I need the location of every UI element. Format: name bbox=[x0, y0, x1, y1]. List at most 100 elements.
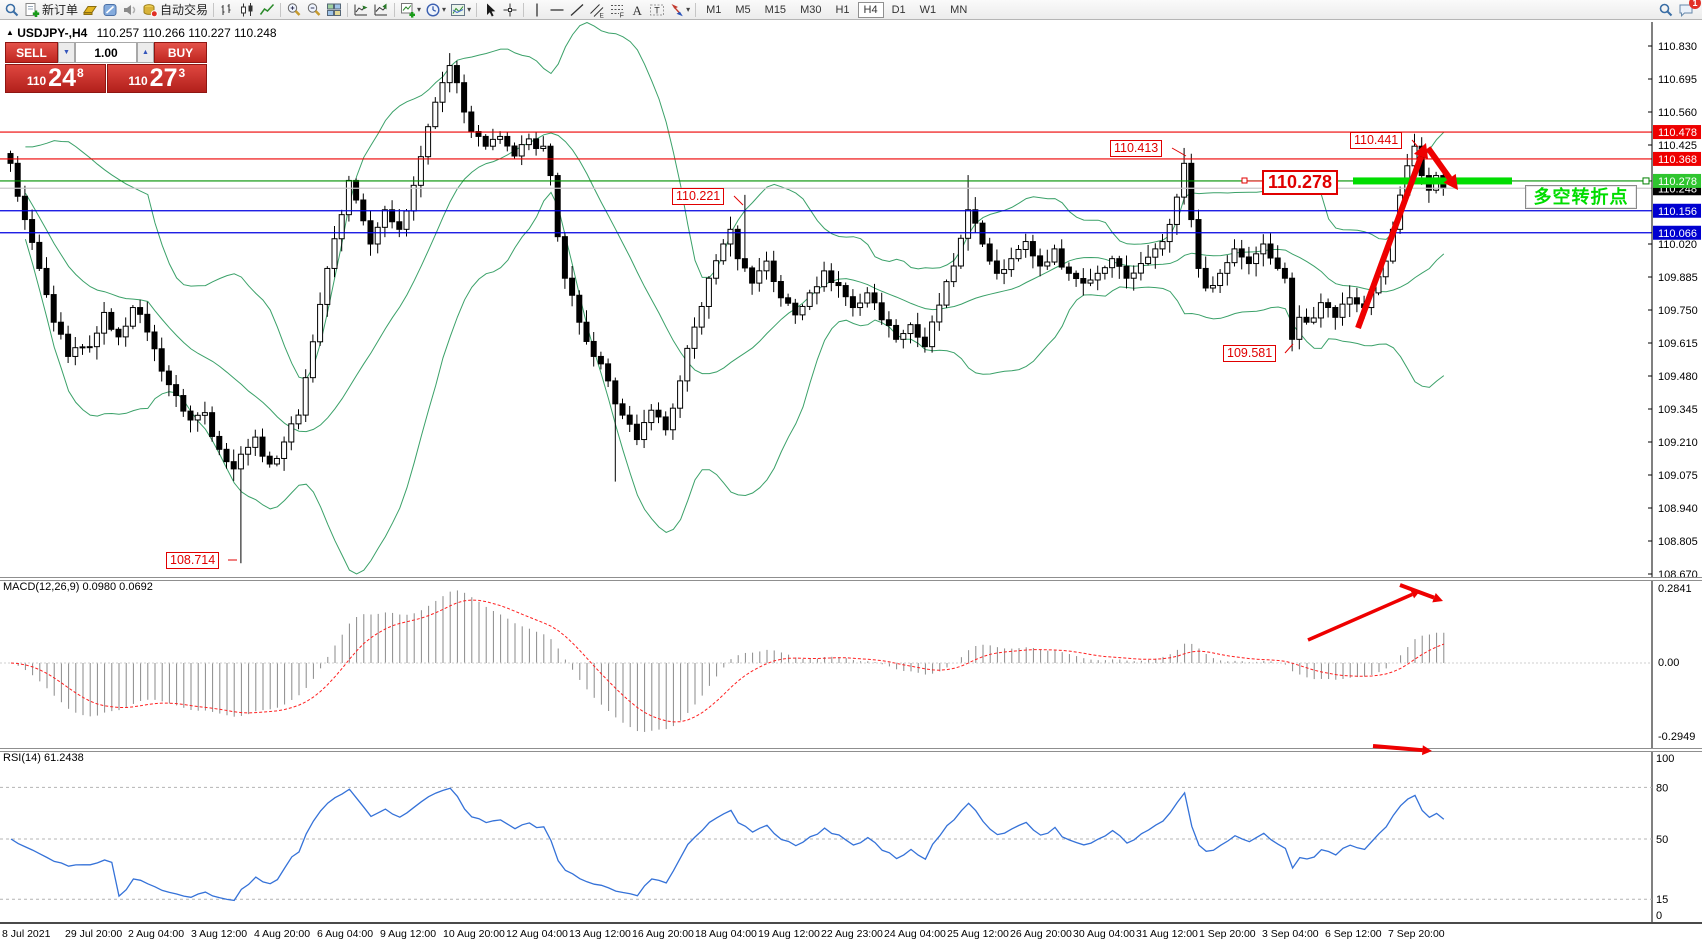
timeframe-m5-button[interactable]: M5 bbox=[735, 3, 751, 16]
metaeditor-button[interactable] bbox=[100, 1, 120, 19]
equidistant-channel-button[interactable]: E bbox=[587, 1, 607, 19]
timeframe-m15-button[interactable]: M15 bbox=[764, 3, 787, 16]
bar-chart-icon bbox=[221, 3, 231, 15]
annotation-layer[interactable] bbox=[228, 139, 1458, 756]
svg-text:6 Sep 12:00: 6 Sep 12:00 bbox=[1325, 928, 1382, 940]
notifications-button[interactable]: 1 bbox=[1676, 0, 1701, 19]
svg-text:-0.2949: -0.2949 bbox=[1658, 731, 1695, 743]
time-axis: 8 Jul 2021 29 Jul 20:00 2 Aug 04:00 3 Aug 1… bbox=[2, 928, 1445, 940]
rsi-indicator-label: RSI(14) 61.2438 bbox=[3, 752, 84, 764]
svg-text:A: A bbox=[633, 3, 643, 18]
price-callout-110-278: 110.278 bbox=[1262, 170, 1339, 195]
svg-text:110.560: 110.560 bbox=[1658, 107, 1697, 119]
volume-up-button[interactable]: ▲ bbox=[137, 42, 154, 63]
new-chart-button[interactable]: ▾ bbox=[398, 1, 423, 19]
symbol-direction-icon: ▲ bbox=[6, 28, 14, 37]
svg-text:6 Aug 04:00: 6 Aug 04:00 bbox=[317, 928, 373, 940]
text-icon: A bbox=[633, 3, 643, 18]
buy-price-prefix: 110 bbox=[128, 74, 148, 88]
volume-down-button[interactable]: ▼ bbox=[58, 42, 75, 63]
search-button[interactable] bbox=[2, 1, 22, 19]
buy-price-big: 27 bbox=[149, 64, 178, 92]
svg-text:110.020: 110.020 bbox=[1658, 239, 1697, 251]
bar-chart-button[interactable] bbox=[217, 1, 237, 19]
candle-chart-button[interactable] bbox=[237, 1, 257, 19]
svg-text:109.345: 109.345 bbox=[1658, 404, 1698, 416]
timeframe-h1-button[interactable]: H1 bbox=[835, 3, 850, 16]
buy-price-sup: 3 bbox=[178, 66, 186, 80]
line-chart-button[interactable] bbox=[257, 1, 277, 19]
volume-input[interactable]: 1.00 bbox=[75, 42, 137, 63]
timeframe-m1-button[interactable]: M1 bbox=[706, 3, 722, 16]
svg-text:109.210: 109.210 bbox=[1658, 437, 1698, 449]
horizontal-line-icon bbox=[550, 8, 564, 11]
cursor-button[interactable] bbox=[480, 1, 500, 19]
alerts-icon bbox=[124, 4, 136, 15]
new-order-button[interactable]: 新订单 bbox=[22, 1, 80, 19]
text-button[interactable]: A bbox=[627, 1, 647, 19]
buy-price-panel[interactable]: 110 27 3 bbox=[106, 64, 207, 93]
autotrading-button[interactable]: 自动交易 bbox=[140, 1, 210, 19]
crosshair-icon bbox=[503, 3, 517, 16]
periods-button[interactable]: ▾ bbox=[423, 1, 448, 19]
support-zone-band[interactable] bbox=[1353, 177, 1512, 185]
svg-text:3 Aug 12:00: 3 Aug 12:00 bbox=[191, 928, 247, 940]
chevron-down-icon: ▾ bbox=[686, 5, 691, 14]
svg-text:108.940: 108.940 bbox=[1658, 503, 1698, 515]
trendline-button[interactable] bbox=[567, 1, 587, 19]
trendline-icon bbox=[570, 3, 584, 16]
vertical-line-button[interactable] bbox=[527, 1, 547, 19]
price-callout-108-714: 108.714 bbox=[166, 552, 220, 569]
svg-text:100: 100 bbox=[1656, 753, 1674, 765]
tile-windows-icon bbox=[327, 3, 342, 16]
search-button[interactable] bbox=[1656, 1, 1676, 19]
alerts-button[interactable] bbox=[120, 1, 140, 19]
svg-text:109.480: 109.480 bbox=[1658, 371, 1698, 383]
zoom-out-button[interactable] bbox=[304, 1, 324, 19]
templates-button[interactable]: ▾ bbox=[448, 1, 473, 19]
candlesticks bbox=[7, 53, 1447, 564]
horizontal-line-button[interactable] bbox=[547, 1, 567, 19]
auto-scroll-button[interactable] bbox=[351, 1, 371, 19]
profile-icon bbox=[83, 5, 97, 15]
sell-price-panel[interactable]: 110 24 8 bbox=[5, 64, 106, 93]
timeframe-d1-button[interactable]: D1 bbox=[891, 3, 906, 16]
crosshair-button[interactable] bbox=[500, 1, 520, 19]
timeframe-w1-button[interactable]: W1 bbox=[919, 3, 937, 16]
chevron-down-icon: ▾ bbox=[417, 5, 422, 14]
price-callout-110-221: 110.221 bbox=[672, 188, 725, 205]
timeframe-mn-button[interactable]: MN bbox=[950, 3, 968, 16]
svg-text:12 Aug 04:00: 12 Aug 04:00 bbox=[506, 928, 568, 940]
auto-scroll-icon bbox=[354, 4, 368, 15]
metaeditor-icon bbox=[103, 3, 117, 16]
svg-text:0: 0 bbox=[1656, 910, 1662, 922]
svg-text:110.830: 110.830 bbox=[1658, 41, 1697, 53]
profile-button[interactable] bbox=[80, 1, 100, 19]
svg-text:4 Aug 20:00: 4 Aug 20:00 bbox=[254, 928, 310, 940]
price-callout-109-581: 109.581 bbox=[1223, 345, 1277, 362]
macd-indicator-label: MACD(12,26,9) 0.0980 0.0692 bbox=[3, 581, 153, 593]
buy-button[interactable]: BUY bbox=[154, 42, 207, 63]
line-anchor-handle[interactable] bbox=[1642, 177, 1650, 185]
timeframe-m30-button[interactable]: M30 bbox=[800, 3, 822, 16]
chart-shift-button[interactable] bbox=[371, 1, 391, 19]
svg-text:1 Sep 20:00: 1 Sep 20:00 bbox=[1199, 928, 1256, 940]
fibonacci-button[interactable]: F bbox=[607, 1, 627, 19]
symbol-label: USDJPY-,H4 bbox=[17, 26, 88, 40]
arrows-button[interactable]: ▾ bbox=[667, 1, 692, 19]
svg-text:2 Aug 04:00: 2 Aug 04:00 bbox=[128, 928, 184, 940]
svg-text:8 Jul 2021: 8 Jul 2021 bbox=[2, 928, 51, 940]
tile-windows-button[interactable] bbox=[324, 1, 344, 19]
svg-text:16 Aug 20:00: 16 Aug 20:00 bbox=[632, 928, 694, 940]
turning-point-annotation: 多空转折点 bbox=[1525, 185, 1637, 209]
zoom-in-button[interactable] bbox=[284, 1, 304, 19]
svg-text:109.075: 109.075 bbox=[1658, 470, 1698, 482]
timeframe-h4-button[interactable]: H4 bbox=[857, 1, 884, 18]
new-order-label: 新订单 bbox=[42, 3, 79, 17]
sell-button[interactable]: SELL bbox=[5, 42, 58, 63]
equidistant-channel-icon: E bbox=[590, 3, 605, 18]
svg-text:110.278: 110.278 bbox=[1658, 176, 1697, 188]
text-label-button[interactable]: T bbox=[647, 1, 667, 19]
search-icon bbox=[1659, 3, 1673, 16]
